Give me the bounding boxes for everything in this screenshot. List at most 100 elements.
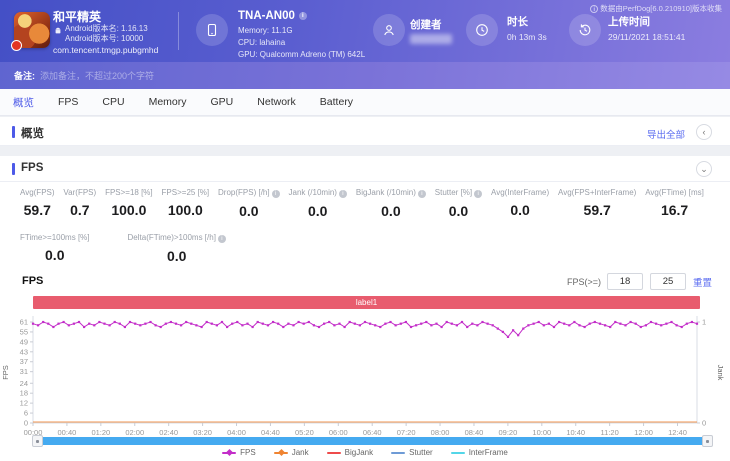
scrollbar-right-handle[interactable]	[702, 435, 713, 447]
scrollbar-left-handle[interactable]	[32, 435, 43, 447]
section-accent-mark	[12, 126, 15, 138]
tab-network[interactable]: Network	[257, 96, 296, 108]
fps-collapse-button[interactable]: ⌄	[696, 161, 712, 177]
fps-card-header: FPS ⌄	[0, 156, 730, 182]
tab-cpu[interactable]: CPU	[102, 96, 125, 108]
export-all-link[interactable]: 导出全部	[646, 130, 685, 141]
android-version-code: Android版本号: 10000	[65, 34, 144, 43]
stat-value: 59.7	[583, 202, 611, 218]
svg-text:6: 6	[24, 409, 28, 418]
svg-text:12:00: 12:00	[634, 428, 653, 436]
tab-gpu[interactable]: GPU	[210, 96, 234, 108]
info-icon[interactable]: i	[474, 190, 483, 198]
legend-marker-icon	[326, 451, 341, 454]
device-cpu: CPU: lahaina	[238, 38, 286, 47]
threshold-low-input[interactable]	[606, 273, 643, 290]
chart-title: FPS	[22, 275, 44, 287]
legend-marker-icon	[391, 451, 406, 454]
tab-memory[interactable]: Memory	[148, 96, 187, 108]
svg-text:12:40: 12:40	[668, 428, 687, 436]
stat-avg-interframe: Avg(InterFrame) 0.0	[491, 188, 549, 219]
legend-label: Jank	[291, 448, 309, 457]
svg-text:08:40: 08:40	[465, 428, 484, 436]
fps-threshold-controls: FPS(>=) 重置	[567, 273, 712, 290]
duration-clock-icon	[466, 14, 498, 46]
svg-text:10:00: 10:00	[532, 428, 551, 436]
svg-text:04:00: 04:00	[227, 428, 246, 436]
threshold-high-input[interactable]	[649, 273, 686, 290]
stat-fps-25: FPS>=25 [%] 100.0	[162, 188, 210, 219]
legend-marker-icon	[222, 448, 237, 457]
stat-avg-fps-interframe: Avg(FPS+InterFrame) 59.7	[558, 188, 636, 219]
legend-item-jank[interactable]: Jank	[273, 448, 309, 457]
svg-text:31: 31	[20, 367, 28, 376]
overview-section-bar: 概览 导出全部 ‹	[0, 117, 730, 146]
legend-item-stutter[interactable]: Stutter	[391, 448, 433, 457]
stat-label: BigJank (/10min)	[355, 188, 416, 197]
stat-value: 0.0	[448, 203, 469, 219]
stat-fps-18: FPS>=18 [%] 100.0	[105, 188, 153, 219]
upload-label: 上传时间	[608, 16, 650, 28]
tab-fps[interactable]: FPS	[58, 96, 79, 108]
phone-icon	[196, 14, 228, 46]
creator-label: 创建者	[410, 19, 442, 31]
tab-battery[interactable]: Battery	[319, 96, 354, 108]
svg-text:05:20: 05:20	[295, 428, 314, 436]
svg-text:61: 61	[20, 318, 28, 327]
svg-text:09:20: 09:20	[499, 428, 518, 436]
svg-text:00:40: 00:40	[58, 428, 77, 436]
svg-text:04:40: 04:40	[261, 428, 280, 436]
info-icon[interactable]: i	[217, 235, 226, 243]
collect-note: i 数据由PerfDog[6.0.210910]版本收集	[586, 3, 722, 14]
legend-item-fps[interactable]: FPS	[222, 448, 256, 457]
fps-section-title: FPS	[21, 162, 44, 174]
creator-name-blurred	[410, 34, 452, 44]
note-label: 备注:	[14, 71, 35, 81]
chart-legend: FPS Jank BigJank Stutter InterFrame	[0, 448, 730, 457]
info-icon[interactable]: i	[417, 190, 426, 198]
duration-value: 0h 13m 3s	[507, 32, 547, 42]
tab-overview[interactable]: 概览	[13, 96, 34, 109]
device-info-icon[interactable]: i	[298, 12, 307, 20]
fps-stats-row-2: FTime>=100ms [%] 0.0 Delta(FTime)>100ms [/…	[0, 233, 730, 264]
stat-label: Jank (/10min)	[288, 188, 337, 197]
svg-text:18: 18	[20, 389, 28, 398]
threshold-reset-link[interactable]: 重置	[692, 277, 712, 289]
app-icon	[11, 12, 50, 51]
info-icon[interactable]: i	[338, 190, 347, 198]
svg-text:10:40: 10:40	[566, 428, 585, 436]
note-bar[interactable]: 备注: 添加备注，不超过200个字符	[0, 62, 730, 89]
stat-value: 100.0	[111, 202, 147, 218]
chevron-left-icon: ‹	[702, 127, 706, 137]
svg-text:01:20: 01:20	[91, 428, 110, 436]
svg-text:0: 0	[24, 419, 28, 428]
legend-item-bigjank[interactable]: BigJank	[326, 448, 373, 457]
svg-text:02:00: 02:00	[125, 428, 144, 436]
stat-avg-ftime-ms: Avg(FTime) [ms] 16.7	[645, 188, 704, 219]
stat-bigjank-10min: BigJank (/10min) i 0.0	[356, 188, 426, 219]
stat-label: FTime>=100ms [%]	[20, 233, 90, 242]
svg-text:Jank: Jank	[716, 365, 725, 381]
stat-value: 0.0	[239, 203, 259, 219]
section-accent-mark	[12, 163, 15, 175]
upload-value: 29/11/2021 18:51:41	[608, 32, 686, 42]
svg-text:11:20: 11:20	[601, 428, 619, 436]
svg-text:37: 37	[20, 357, 28, 366]
app-package: com.tencent.tmgp.pubgmhd	[53, 45, 159, 55]
info-icon[interactable]: i	[271, 190, 280, 198]
svg-text:06:00: 06:00	[329, 428, 348, 436]
svg-text:43: 43	[20, 347, 28, 356]
device-memory: Memory: 11.1G	[238, 26, 293, 35]
chart-range-scrollbar[interactable]	[32, 435, 713, 447]
overview-collapse-button[interactable]: ‹	[696, 124, 712, 140]
android-version-name: Android版本名: 1.16.13	[65, 24, 148, 33]
stat-stutter: Stutter [%] i 0.0	[435, 188, 483, 219]
stat-value: 0.0	[308, 203, 328, 219]
legend-item-interframe[interactable]: InterFrame	[450, 448, 508, 457]
collect-note-text: 数据由PerfDog[6.0.210910]版本收集	[600, 4, 722, 13]
tab-bar: 概览 FPS CPU Memory GPU Network Battery	[0, 89, 730, 116]
collect-info-icon: i	[590, 5, 599, 13]
svg-text:1: 1	[702, 318, 706, 327]
